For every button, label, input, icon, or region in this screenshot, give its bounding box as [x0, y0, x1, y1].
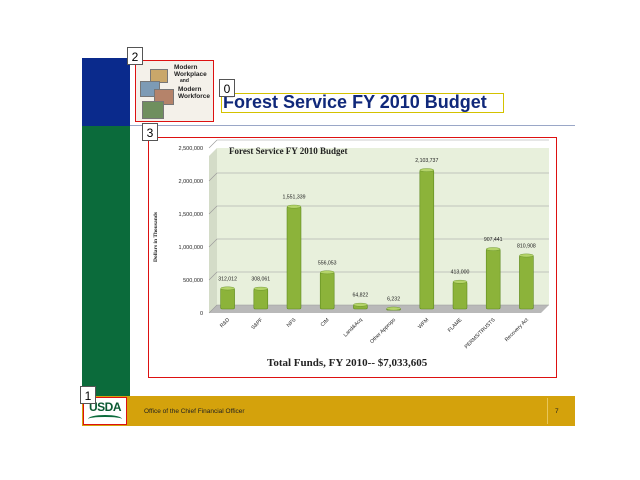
marker-label-1: 1 — [80, 386, 96, 404]
bar-top — [320, 270, 335, 275]
gridline-side — [208, 205, 218, 215]
plot-side-wall — [209, 148, 217, 313]
gridline-side — [208, 304, 218, 314]
data-label: 6,232 — [387, 297, 400, 303]
x-tick-label: Other Approps — [369, 317, 397, 345]
bar — [253, 288, 269, 310]
bar-top — [519, 253, 534, 258]
x-tick-label: FLAME — [447, 317, 464, 334]
bar — [286, 206, 302, 310]
header-divider — [130, 125, 575, 126]
sidebar-green-band — [82, 126, 130, 396]
y-tick-label: 1,000,000 — [179, 245, 203, 251]
modern-workplace-logo[interactable]: Modern Workplace and Modern Workforce — [135, 60, 214, 122]
x-tick-label: S&PF — [250, 317, 264, 331]
gridline-side — [208, 271, 218, 281]
x-tick-label: R&D — [219, 317, 231, 329]
data-label: 1,551,339 — [282, 195, 305, 201]
usda-logo-wave — [88, 415, 122, 423]
bar-top — [220, 286, 235, 291]
gridline-side — [208, 172, 218, 182]
marker-label-0: 0 — [219, 79, 235, 97]
y-tick-label: 1,500,000 — [179, 212, 203, 218]
bar-top — [486, 247, 501, 251]
footer-office-name: Office of the Chief Financial Officer — [144, 408, 245, 415]
bar-top — [286, 204, 302, 209]
bar — [220, 288, 235, 310]
data-label: 907,441 — [484, 237, 503, 243]
bar — [319, 272, 335, 310]
page-number: 7 — [555, 408, 559, 415]
data-label: 308,061 — [251, 277, 270, 283]
marker-label-2: 2 — [127, 47, 143, 65]
y-axis-label: Dollars in Thousands — [153, 211, 159, 263]
footer-divider — [547, 398, 548, 424]
bar-top — [353, 302, 368, 307]
y-tick-label: 2,500,000 — [179, 146, 203, 152]
y-tick-label: 2,000,000 — [179, 179, 203, 185]
x-tick-label: Land&Acq — [343, 317, 364, 338]
x-tick-label: CIM — [320, 317, 331, 328]
logo-photo-collage — [140, 69, 174, 119]
y-tick-label: 0 — [200, 311, 203, 317]
bar — [485, 248, 501, 310]
data-label: 312,012 — [218, 276, 237, 282]
bar-top — [386, 306, 401, 311]
bar-top — [452, 279, 468, 284]
gridline-side — [208, 238, 218, 248]
bar-chart-svg: 0 500,000 1,000,000 1,500,000 2,000,000 2,500… — [179, 139, 549, 350]
bar — [519, 255, 534, 310]
chart-title: Forest Service FY 2010 Budget — [229, 146, 348, 156]
data-label: 413,000 — [451, 270, 470, 276]
y-tick-label: 500,000 — [183, 278, 203, 284]
usda-logo-text: USDA — [89, 400, 122, 414]
x-tick-label: Recovery Act — [504, 317, 530, 343]
total-funds-caption: Total Funds, FY 2010-- $7,033,605 — [267, 357, 428, 369]
bar-top — [419, 168, 434, 172]
x-tick-label: NFS — [286, 317, 298, 329]
data-label: 556,053 — [318, 260, 337, 266]
slide-title[interactable]: Forest Service FY 2010 Budget — [221, 93, 504, 113]
data-label: 2,103,737 — [415, 158, 438, 164]
logo-caption: Modern Workplace and Modern Workforce — [174, 64, 211, 100]
gridline-side — [208, 139, 218, 149]
data-label: 810,908 — [517, 243, 536, 249]
x-tick-label: PERMS/TRUSTS — [464, 317, 497, 350]
header-blue-band — [82, 58, 130, 126]
budget-chart[interactable]: 0 500,000 1,000,000 1,500,000 2,000,000 2,500… — [148, 137, 557, 378]
marker-label-3: 3 — [142, 123, 158, 141]
bar-top — [253, 286, 268, 291]
footer-bar — [82, 396, 575, 426]
bar — [452, 281, 468, 310]
x-tick-label: WFM — [417, 317, 430, 330]
bar — [419, 169, 435, 310]
data-label: 64,822 — [352, 293, 368, 299]
